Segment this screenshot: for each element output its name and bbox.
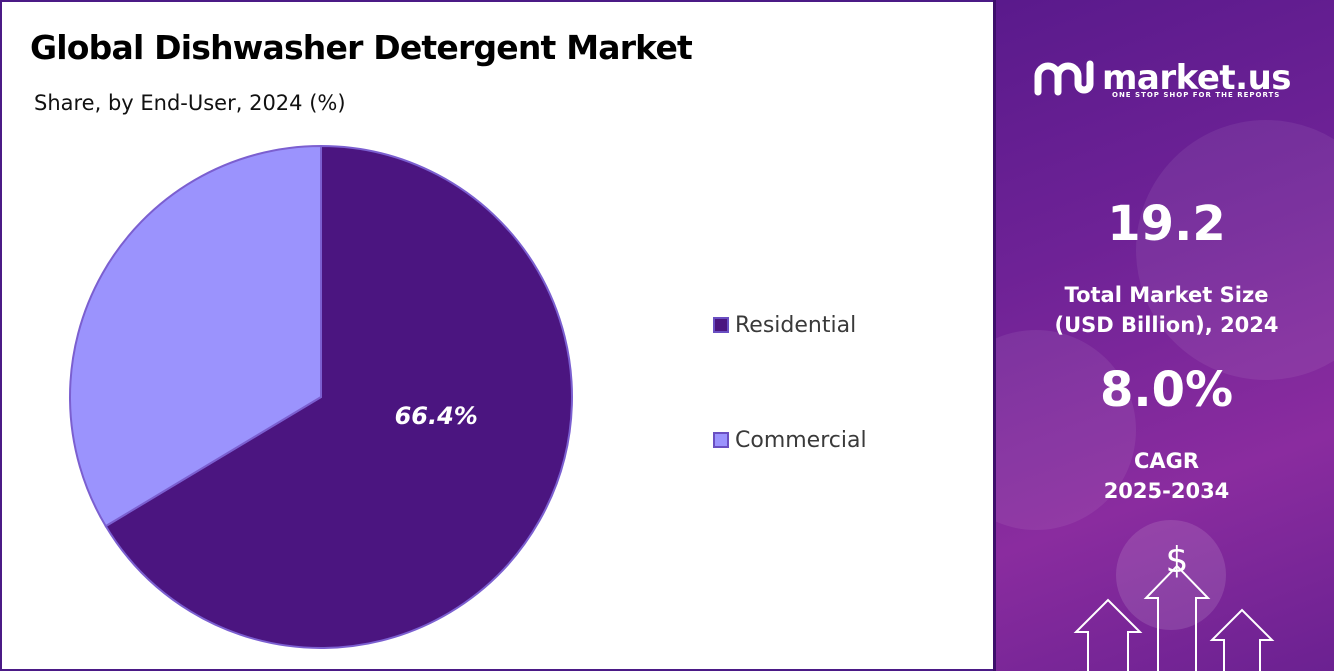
legend-item-commercial: Commercial	[713, 424, 867, 456]
data-label-residential: 66.4%	[395, 402, 478, 430]
legend-item-residential: Residential	[713, 309, 867, 341]
market-size-label-line2: (USD Billion), 2024	[1054, 313, 1279, 337]
chart-panel: Global Dishwasher Detergent Market Share…	[30, 28, 867, 649]
summary-sidebar: market.us ONE STOP SHOP FOR THE REPORTS …	[993, 0, 1334, 671]
market-size-label-line1: Total Market Size	[1064, 283, 1269, 307]
chart-legend: Residential Commercial	[713, 309, 867, 539]
legend-label-commercial: Commercial	[735, 427, 867, 453]
cagr-label-line1: CAGR	[1133, 449, 1200, 473]
legend-swatch-residential	[713, 317, 729, 333]
chart-title: Global Dishwasher Detergent Market	[30, 28, 693, 67]
legend-swatch-commercial	[713, 432, 729, 448]
cagr-value: 8.0%	[1099, 362, 1234, 418]
legend-label-residential: Residential	[735, 312, 857, 338]
cagr-label-line2: 2025-2034	[1103, 479, 1230, 503]
market-us-logo-icon	[1034, 60, 1094, 96]
brand-logo: market.us ONE STOP SHOP FOR THE REPORTS	[1032, 56, 1292, 100]
growth-arrows-icon: $	[1073, 540, 1275, 671]
background-decoration	[1116, 520, 1226, 630]
background-decoration	[1136, 120, 1334, 380]
pie-slice-residential	[104, 144, 573, 649]
pie-chart: 66.4%	[69, 144, 573, 649]
chart-subtitle: Share, by End-User, 2024 (%)	[34, 91, 346, 115]
market-size-value: 19.2	[1107, 196, 1226, 252]
brand-tagline: ONE STOP SHOP FOR THE REPORTS	[1112, 91, 1281, 99]
pie-slice-commercial	[69, 144, 322, 528]
brand-name: market.us	[1102, 58, 1292, 98]
